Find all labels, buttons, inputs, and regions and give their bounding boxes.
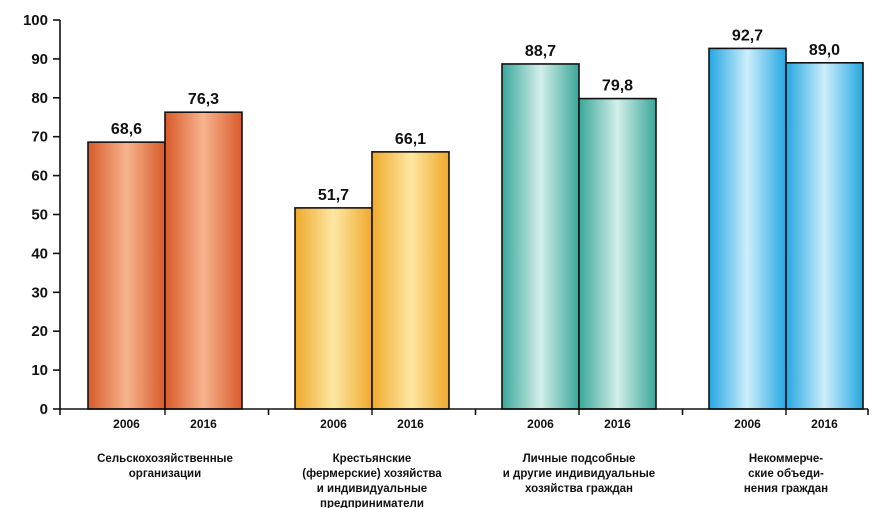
y-tick-label: 50 — [31, 207, 48, 224]
data-label: 88,7 — [525, 43, 556, 60]
category-label-line: ские объеди- — [748, 468, 824, 480]
bar-group-3-2006 — [501, 63, 580, 410]
y-axis: 0 10 20 30 40 50 60 70 80 90 100 — [23, 12, 61, 418]
category-label-line: организации — [129, 468, 201, 480]
x-tick-label-year: 2006 — [734, 417, 761, 431]
y-tick-label: 20 — [31, 323, 48, 340]
category-label-line: Крестьянские — [333, 453, 412, 465]
category-label-line: предприниматели — [320, 498, 424, 508]
category-label-line: Сельскохозяйственные — [97, 453, 233, 465]
y-tick-label: 0 — [40, 401, 48, 418]
category-label-line: и индивидуальные — [317, 483, 427, 495]
bar-group-4-2006 — [708, 47, 787, 410]
data-label: 79,8 — [602, 78, 633, 95]
y-tick-label: 100 — [23, 12, 48, 29]
y-tick-label: 30 — [31, 284, 48, 301]
category-label-line: Некоммерче- — [749, 453, 823, 465]
data-label: 68,6 — [111, 121, 142, 138]
x-tick-label-year: 2016 — [397, 417, 424, 431]
bar-group-2-2016 — [371, 151, 450, 410]
bar-group-1-2016 — [164, 111, 243, 410]
category-label-line: и другие индивидуальные — [503, 468, 655, 480]
y-tick-label: 80 — [31, 90, 48, 107]
x-tick-label-year: 2006 — [113, 417, 140, 431]
data-label: 89,0 — [809, 42, 840, 59]
y-tick-label: 10 — [31, 362, 48, 379]
data-label: 51,7 — [318, 187, 349, 204]
bar-group-1-2006 — [87, 141, 166, 410]
bar-group-4-2016 — [785, 61, 864, 410]
category-label-line: нения граждан — [744, 483, 828, 495]
bars: 68,6 76,3 51,7 66,1 88,7 79,8 92,7 89,0 — [87, 27, 864, 410]
data-label: 76,3 — [188, 91, 219, 108]
bar-group-3-2016 — [578, 97, 657, 410]
data-label: 66,1 — [395, 131, 426, 148]
x-tick-label-year: 2016 — [604, 417, 631, 431]
bar-group-2-2006 — [294, 207, 373, 410]
y-tick-label: 60 — [31, 168, 48, 185]
y-tick-label: 70 — [31, 129, 48, 146]
x-tick-label-year: 2006 — [320, 417, 347, 431]
y-tick-label: 40 — [31, 245, 48, 262]
category-label-line: (фермерские) хозяйства — [302, 468, 442, 480]
category-label-line: хозяйства граждан — [525, 483, 633, 495]
y-tick-label: 90 — [31, 51, 48, 68]
x-tick-label-year: 2006 — [527, 417, 554, 431]
x-tick-label-year: 2016 — [190, 417, 217, 431]
category-label-line: Личные подсобные — [523, 453, 636, 465]
x-tick-label-year: 2016 — [811, 417, 838, 431]
data-label: 92,7 — [732, 27, 763, 44]
x-axis: 2006 2016 Сельскохозяйственные организации 2… — [59, 408, 869, 508]
